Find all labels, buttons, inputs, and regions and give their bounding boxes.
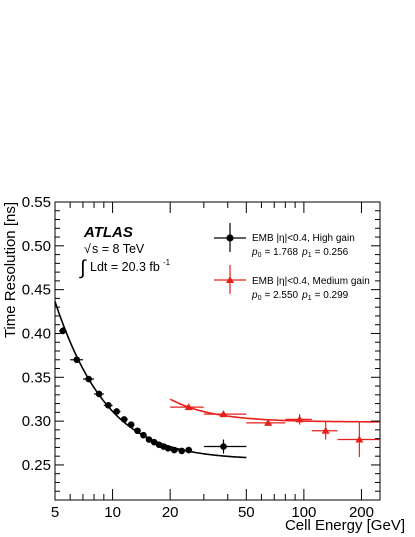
legend-medium-gain-marker [226, 276, 234, 283]
point-marker [134, 427, 141, 435]
point-marker [295, 415, 304, 423]
x-tick-label: 200 [349, 504, 374, 521]
data-points [59, 327, 380, 458]
sqrt-symbol: √ [84, 242, 91, 256]
y-tick-label: 0.30 [22, 413, 51, 430]
x-tick-label: 10 [104, 504, 121, 521]
point-marker [170, 446, 178, 454]
legend-entry-medium-gain: EMB |η|<0.4, Medium gain p0 = 2.550 p1 = 0.… [214, 265, 370, 302]
point-marker [145, 436, 153, 443]
x-tick-label: 100 [291, 504, 316, 521]
point-marker [355, 435, 364, 443]
legend-medium-gain-params: p0 = 2.550 p1 = 0.299 [251, 290, 349, 302]
integral-symbol: ∫ [79, 257, 87, 279]
y-tick-label: 0.35 [22, 369, 51, 386]
point-marker [321, 426, 330, 434]
lumi-exponent: -1 [163, 258, 171, 267]
point-marker [220, 443, 227, 450]
point-marker [150, 438, 158, 446]
legend-high-gain-marker [226, 234, 234, 242]
y-tick-label: 0.50 [22, 238, 51, 255]
legend: EMB |η|<0.4, High gain p0 = 1.768 p1 = 0.25… [214, 223, 370, 302]
point-marker [120, 416, 128, 423]
legend-medium-gain-label: EMB |η|<0.4, Medium gain [252, 276, 370, 287]
legend-high-gain-label: EMB |η|<0.4, High gain [252, 233, 355, 244]
x-tick-label: 20 [162, 504, 179, 521]
point-marker [85, 375, 92, 383]
x-axis-title: Cell Energy [GeV] [285, 517, 405, 534]
point-marker [140, 431, 147, 439]
y-tick-label: 0.25 [22, 457, 51, 474]
point-marker [59, 327, 67, 335]
legend-high-gain-params: p0 = 1.768 p1 = 0.256 [251, 247, 349, 259]
lumi-label: Ldt = 20.3 fb [90, 260, 160, 274]
point-marker [185, 446, 193, 454]
point-marker [264, 418, 273, 426]
y-tick-label: 0.55 [22, 194, 51, 211]
legend-entry-high-gain: EMB |η|<0.4, High gain p0 = 1.768 p1 = 0.25… [214, 223, 355, 259]
energy-label: s = 8 TeV [92, 242, 145, 256]
axes: 0.25 0.30 0.35 0.40 0.45 0.50 0.55 5 10 20 50 100 20… [22, 194, 380, 521]
point-marker [127, 421, 135, 428]
point-marker [73, 356, 81, 364]
point-marker [178, 447, 186, 455]
point-marker [95, 390, 103, 398]
y-tick-label: 0.40 [22, 325, 51, 342]
point-marker [105, 402, 112, 409]
x-tick-label: 50 [238, 504, 255, 521]
point-marker [113, 408, 120, 415]
point-marker [164, 444, 172, 452]
x-tick-label: 5 [51, 504, 59, 521]
atlas-label: ATLAS [83, 224, 133, 241]
y-axis-title: Time Resolution [ns] [2, 202, 19, 338]
y-tick-label: 0.45 [22, 282, 51, 299]
point-marker [184, 403, 193, 411]
point-marker [219, 410, 228, 418]
fit-curve-1 [169, 398, 380, 423]
